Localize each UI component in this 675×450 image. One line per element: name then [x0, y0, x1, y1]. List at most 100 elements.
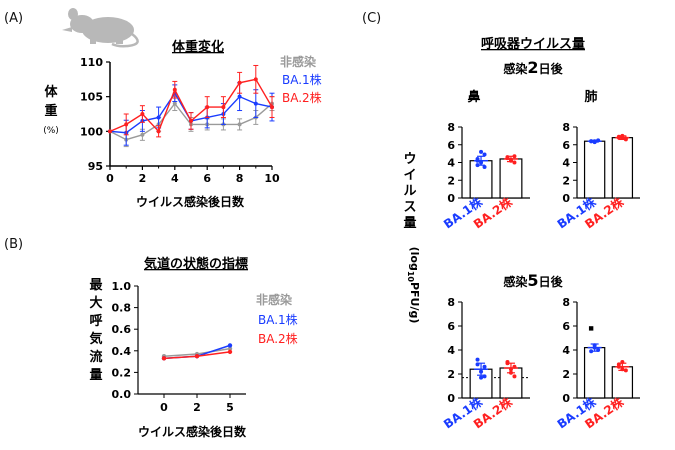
chart-c-point	[475, 163, 480, 168]
chart-c-ylabel-char: ウ	[403, 152, 416, 167]
day5-suffix: 日後	[539, 274, 564, 289]
chart-b-legend-ba2: BA.2株	[258, 331, 298, 346]
chart-b-plot: 0.0 0.2 0.4 0.6 0.8 1.0 0 2 5	[112, 280, 246, 414]
chart-b-x-tick-label: 0	[160, 401, 168, 414]
chart-c-y-tick-label: 6	[562, 139, 570, 152]
chart-a-legend-ba2: BA.2株	[282, 90, 322, 105]
chart-c-bar	[583, 140, 606, 199]
chart-c-bar	[611, 137, 634, 199]
chart-c-y-tick-label: 0	[447, 392, 455, 405]
chart-c-y-tick-label: 8	[447, 296, 455, 309]
chart-c-point	[596, 348, 601, 352]
chart-a-x-tick-label: 0	[106, 172, 114, 185]
chart-a-point	[237, 80, 242, 85]
chart-c-point	[475, 156, 480, 161]
chart-c-y-tick-label: 2	[562, 174, 570, 187]
chart-a-point	[237, 94, 242, 99]
day5-prefix: 感染	[503, 274, 528, 289]
chart-c-point	[479, 369, 484, 374]
unit-part-sub: 10	[406, 271, 415, 283]
chart-c-y-tick-label: 4	[562, 157, 570, 170]
chart-c-day2-label: 感染2日後	[503, 58, 563, 77]
chart-a-title: 体重変化	[172, 39, 224, 55]
chart-a-point	[270, 105, 274, 110]
chart-c-y-tick-label: 0	[562, 192, 570, 205]
chart-c-y-tick-label: 0	[562, 392, 570, 405]
chart-c-y-tick-label: 4	[447, 157, 455, 170]
chart-c-point	[616, 134, 621, 139]
chart-c-ylabel: ウイルス量 (log10PFU/g)	[403, 152, 421, 323]
chart-b-y-tick-label: 0.4	[112, 345, 132, 358]
chart-b-ylabel-char: 量	[89, 368, 102, 383]
chart-c-point	[482, 152, 487, 157]
chart-b-ylabel-char: 大	[89, 295, 102, 311]
chart-c-point	[620, 367, 625, 372]
day2-suffix: 日後	[539, 61, 564, 76]
chart-c-point	[512, 374, 517, 379]
chart-b-ylabel-char: 呼	[89, 313, 102, 329]
chart-a-point	[140, 112, 145, 116]
chart-c-ylabel-char: ス	[403, 200, 416, 215]
chart-a-legend-uninfected: 非感染	[280, 54, 317, 69]
chart-c-point	[620, 360, 625, 364]
chart-c-point	[620, 135, 625, 140]
chart-b-y-tick-label: 0.0	[112, 388, 132, 401]
chart-c-bar	[469, 160, 493, 199]
chart-b-point	[227, 346, 233, 351]
chart-b-x-tick-label: 5	[226, 401, 234, 414]
chart-c-y-tick-label: 6	[447, 139, 455, 152]
chart-a-point	[124, 122, 129, 127]
chart-a-y-tick-label: 105	[80, 91, 103, 104]
chart-c-bar	[611, 366, 634, 399]
chart-b-point	[227, 343, 233, 348]
chart-b-xlabel: ウイルス感染後日数	[138, 424, 247, 439]
chart-c-point	[596, 138, 601, 143]
chart-c-y-tick-label: 6	[562, 320, 570, 333]
chart-c-bar	[583, 347, 606, 399]
chart-c-point	[623, 368, 628, 373]
chart-a-legend-ba1: BA.1株	[282, 72, 322, 87]
chart-b-point	[227, 349, 233, 355]
chart-c-point	[512, 364, 517, 369]
chart-c-y-tick-label: 0	[447, 192, 455, 205]
chart-a-x-tick-label: 4	[171, 172, 179, 185]
chart-c-point	[479, 375, 484, 380]
chart-b-y-tick-label: 0.2	[112, 366, 132, 379]
chart-c-point	[482, 374, 487, 379]
chart-c-point	[589, 349, 594, 354]
chart-b-legend-ba1: BA.1株	[258, 312, 298, 327]
chart-a-x-tick-label: 6	[203, 172, 211, 185]
mouse-silhouette-icon	[62, 8, 139, 48]
chart-c-y-tick-label: 2	[447, 368, 455, 381]
chart-c-lung-title: 肺	[584, 89, 597, 105]
chart-c-point	[592, 343, 597, 348]
chart-a-x-tick-label: 10	[264, 172, 280, 185]
day2-prefix: 感染	[503, 61, 528, 76]
chart-c-nose-title: 鼻	[467, 89, 480, 105]
chart-a-point	[140, 132, 145, 137]
panel-label-c: (C)	[362, 11, 381, 26]
chart-c-day5-label: 感染5日後	[503, 271, 563, 290]
chart-a-point	[172, 101, 177, 106]
chart-c-point	[589, 139, 594, 144]
chart-c-point	[482, 364, 487, 369]
chart-c-point	[508, 158, 513, 163]
chart-c-ylabel-unit: (log10PFU/g)	[406, 247, 421, 324]
chart-a-point	[205, 105, 210, 110]
chart-c-point	[592, 139, 597, 144]
chart-c-point	[475, 357, 480, 362]
chart-b-ylabel-char: 気	[89, 331, 102, 347]
chart-c-y-tick-label: 8	[562, 296, 570, 309]
chart-c-bar	[499, 158, 523, 199]
chart-a-point	[237, 122, 242, 127]
chart-c-point	[616, 362, 621, 367]
chart-a-ylabel-char1: 体	[44, 84, 58, 100]
chart-a-xlabel: ウイルス感染後日数	[136, 194, 245, 209]
chart-c-point	[508, 367, 513, 372]
chart-a-point	[172, 87, 177, 92]
chart-c-y-tick-label: 4	[562, 344, 570, 357]
chart-b-y-tick-label: 1.0	[112, 280, 132, 293]
day5-number: 5	[527, 271, 538, 290]
